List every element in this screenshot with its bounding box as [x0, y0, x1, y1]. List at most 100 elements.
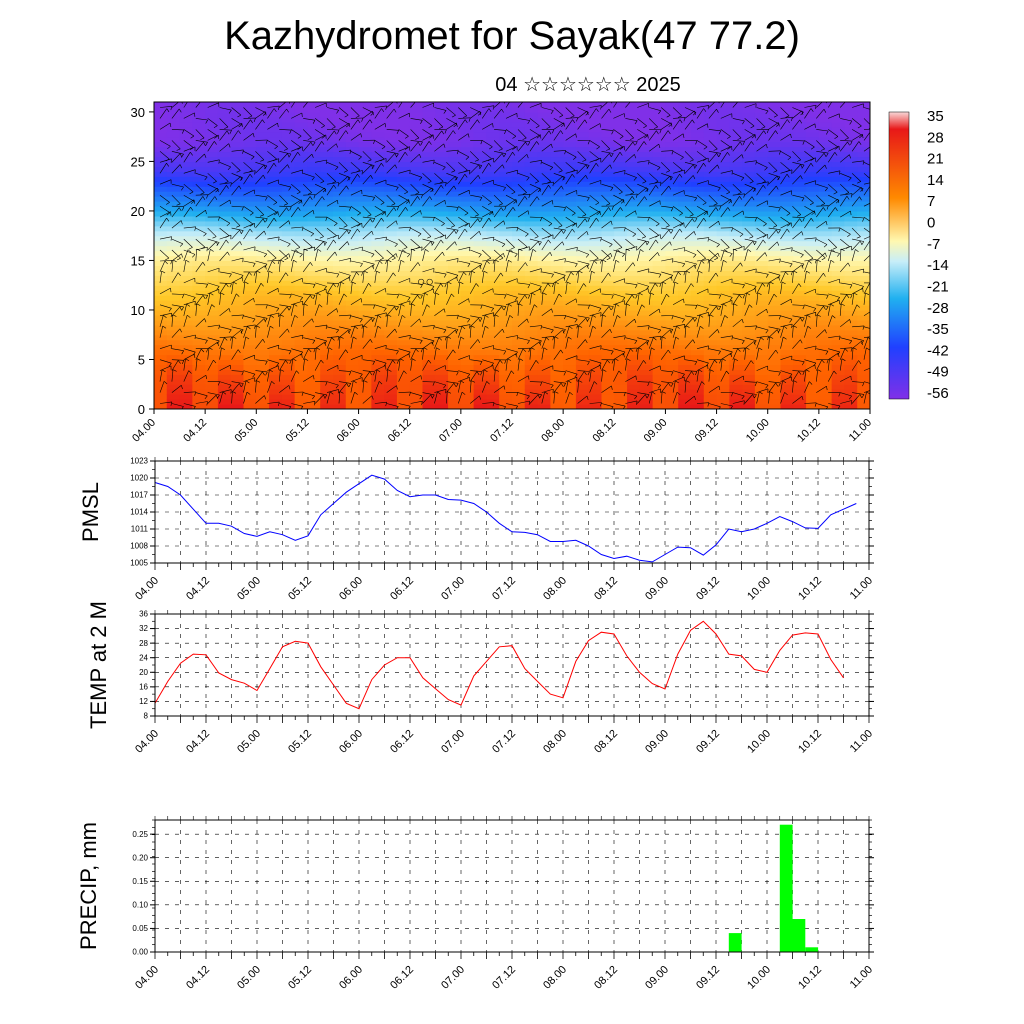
panel-precip-xtick-label: 10.12	[796, 964, 824, 992]
panel-pmsl-xtick-label: 05.00	[235, 575, 263, 603]
cross-section-panel: ○○ 0 5 10 15 20 25 30 04.00 04.12 05.00 05.12 06.00…	[130, 101, 874, 445]
panel-precip-ytick-label: 0.10	[132, 901, 148, 910]
panel-temp-xtick-label: 09.00	[643, 728, 671, 756]
heat-xtick-label: 09.00	[642, 417, 670, 445]
panel-precip-ylabel: PRECIP, mm	[76, 822, 101, 950]
heat-xtick-label: 11.00	[847, 417, 874, 444]
panel-pmsl-ylabel: PMSL	[78, 482, 103, 542]
panel-pmsl-ytick-label: 1011	[131, 525, 149, 534]
panel-temp-ytick-label: 24	[139, 653, 148, 662]
panel-precip-xtick-label: 10.00	[745, 964, 773, 992]
panel-temp-ytick-label: 16	[139, 683, 148, 692]
panel-pmsl-xtick-label: 08.00	[541, 575, 569, 603]
panel-temp-ytick-label: 8	[144, 712, 149, 721]
panel-temp-xtick-label: 07.12	[490, 728, 518, 756]
heat-xtick-label: 04.00	[130, 417, 158, 445]
panel-pmsl-xtick-label: 10.12	[796, 575, 824, 603]
panel-pmsl-xtick-label: 05.12	[286, 575, 314, 603]
panel-precip-xtick-label: 07.00	[439, 964, 467, 992]
panel-temp-ytick-label: 12	[139, 697, 148, 706]
panel-pmsl-xtick-label: 07.12	[490, 575, 518, 603]
heat-xtick-label: 05.12	[284, 417, 312, 445]
chart-title: Kazhydromet for Sayak(47 77.2)	[224, 14, 800, 58]
colorbar-label: 14	[927, 172, 944, 189]
heat-xtick-label: 08.00	[539, 417, 567, 445]
panel-precip-ytick-label: 0.00	[132, 948, 148, 957]
panel-precip-xtick-label: 09.12	[694, 964, 722, 992]
panel-precip-ytick-label: 0.20	[132, 853, 148, 862]
colorbar-label: -56	[927, 385, 949, 402]
panel-precip-xtick-label: 07.12	[490, 964, 518, 992]
panel-temp-xtick-label: 09.12	[694, 728, 722, 756]
chart-subtitle: 04 ☆☆☆☆☆☆ 2025	[495, 74, 681, 96]
heat-xtick-label: 07.00	[437, 417, 465, 445]
colorbar-label: 35	[927, 108, 944, 125]
heat-xtick-label: 10.12	[795, 417, 823, 445]
panel-precip-xtick-label: 09.00	[643, 964, 671, 992]
panel-pmsl-xtick-label: 07.00	[439, 575, 467, 603]
colorbar-label: 21	[927, 151, 944, 168]
heat-ytick-label: 25	[131, 154, 145, 169]
panel-pmsl-xtick-label: 08.12	[592, 575, 620, 603]
panel-precip-ytick-label: 0.05	[132, 924, 148, 933]
panel-temp-xtick-label: 08.00	[541, 728, 569, 756]
heat-xtick-label: 04.12	[181, 417, 209, 445]
heat-ytick-label: 5	[138, 352, 145, 367]
panel-precip-xtick-label: 05.12	[286, 964, 314, 992]
colorbar-label: -7	[927, 236, 940, 253]
panel-temp-xtick-label: 06.12	[388, 728, 416, 756]
heat-ytick-label: 30	[131, 105, 145, 120]
panel-precip-xtick-label: 11.00	[848, 964, 875, 991]
heat-xtick-label: 05.00	[232, 417, 260, 445]
pmsl-panel: 1005 1008 1011 1014 1017 1020 1023 04.00 04.12 05…	[78, 457, 875, 603]
panel-precip-bar	[779, 824, 793, 952]
colorbar-label: 0	[927, 215, 935, 232]
heat-xtick-label: 07.12	[488, 417, 516, 445]
panel-pmsl-ytick-label: 1023	[130, 457, 148, 466]
panel-temp-xtick-label: 07.00	[439, 728, 467, 756]
colorbar-scale	[888, 111, 910, 400]
panel-temp-xtick-label: 04.12	[184, 728, 212, 756]
colorbar-label: -42	[927, 342, 949, 359]
panel-precip-xtick-label: 08.12	[592, 964, 620, 992]
calm-marker: ○○	[417, 273, 434, 289]
panel-temp-xtick-label: 10.12	[796, 728, 824, 756]
panel-precip-ytick-label: 0.25	[132, 830, 148, 839]
heat-ytick-label: 15	[131, 253, 145, 268]
heat-xtick-label: 10.00	[744, 417, 772, 445]
panel-pmsl-ytick-label: 1005	[130, 559, 148, 568]
panel-precip-bar	[792, 919, 806, 952]
panel-precip-xtick-label: 05.00	[235, 964, 263, 992]
panel-precip-xtick-label: 04.00	[133, 964, 161, 992]
panel-temp-ytick-label: 32	[139, 624, 148, 633]
panel-pmsl-series-line	[154, 474, 857, 563]
panel-temp-ytick-label: 36	[139, 610, 148, 619]
panel-temp-ytick-label: 28	[139, 639, 148, 648]
precip-panel: 0.00 0.05 0.10 0.15 0.20 0.25 04.00 04.12 05.00 0…	[76, 816, 875, 992]
heat-ytick-label: 0	[138, 402, 145, 417]
heat-xtick-label: 06.12	[386, 417, 414, 445]
panel-temp-ytick-label: 20	[139, 668, 148, 677]
colorbar-label: -49	[927, 364, 949, 381]
panel-pmsl-xtick-label: 11.00	[848, 575, 875, 602]
panel-precip-bar	[728, 933, 742, 952]
heat-ytick-label: 20	[131, 204, 145, 219]
panel-temp-xtick-label: 11.00	[848, 728, 875, 755]
panel-precip-xtick-label: 06.00	[337, 964, 365, 992]
panel-precip-xtick-label: 06.12	[388, 964, 416, 992]
panel-temp-xtick-label: 08.12	[592, 728, 620, 756]
panel-pmsl-xtick-label: 04.00	[133, 575, 161, 603]
panel-pmsl-ytick-label: 1017	[130, 491, 148, 500]
panel-precip-ytick-label: 0.15	[132, 877, 148, 886]
panel-temp-xtick-label: 06.00	[337, 728, 365, 756]
panel-temp-series-line	[154, 620, 844, 710]
panel-temp-xtick-label: 05.00	[235, 728, 263, 756]
colorbar-label: -35	[927, 321, 949, 338]
colorbar: 35 28 21 14 7 0 -7 -14 -21 -28 -35 -42 -49 -56	[888, 108, 949, 402]
panel-pmsl-xtick-label: 10.00	[745, 575, 773, 603]
cross-section-field	[154, 102, 870, 409]
colorbar-label: -14	[927, 257, 949, 274]
panel-pmsl-xtick-label: 09.12	[694, 575, 722, 603]
wind-barbs	[159, 102, 870, 409]
panel-pmsl-xtick-label: 04.12	[184, 575, 212, 603]
